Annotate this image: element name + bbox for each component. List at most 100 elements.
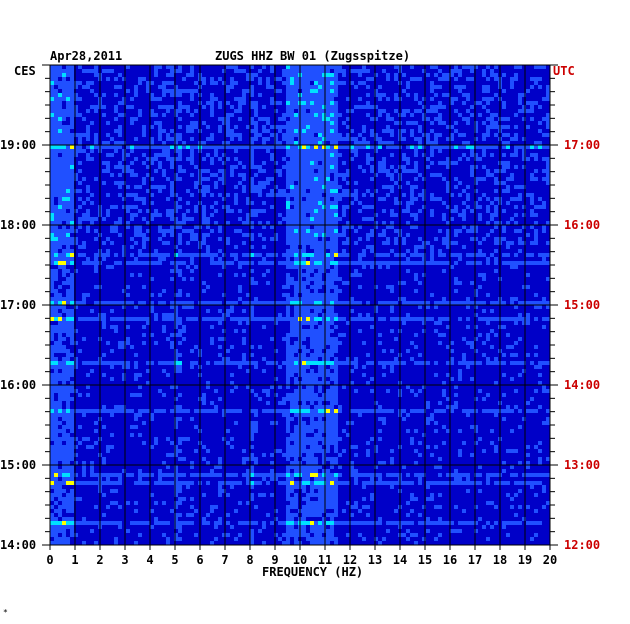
spectrogram-cell xyxy=(350,261,354,265)
spectrogram-cell xyxy=(218,145,222,149)
spectrogram-cell xyxy=(286,337,290,341)
spectrogram-cell xyxy=(286,409,290,413)
spectrogram-cell xyxy=(386,185,390,189)
spectrogram-cell xyxy=(306,241,310,245)
spectrogram-cell xyxy=(314,321,318,325)
spectrogram-cell xyxy=(382,93,386,97)
spectrogram-cell xyxy=(302,157,306,161)
spectrogram-cell xyxy=(538,189,542,193)
spectrogram-cell xyxy=(490,69,494,73)
spectrogram-cell xyxy=(446,229,450,233)
spectrogram-cell xyxy=(330,413,334,417)
spectrogram-cell xyxy=(210,229,214,233)
spectrogram-cell xyxy=(134,117,138,121)
spectrogram-cell xyxy=(166,121,170,125)
spectrogram-cell xyxy=(114,261,118,265)
spectrogram-cell xyxy=(470,113,474,117)
spectrogram-cell xyxy=(534,385,538,389)
spectrogram-cell xyxy=(130,253,134,257)
spectrogram-cell xyxy=(418,89,422,93)
spectrogram-cell xyxy=(118,181,122,185)
spectrogram-cell xyxy=(314,89,318,93)
spectrogram-cell xyxy=(530,209,534,213)
spectrogram-cell xyxy=(258,77,262,81)
spectrogram-cell xyxy=(486,89,490,93)
spectrogram-cell xyxy=(322,217,326,221)
spectrogram-cell xyxy=(102,241,106,245)
spectrogram-cell xyxy=(122,189,126,193)
spectrogram-cell xyxy=(314,97,318,101)
spectrogram-cell xyxy=(194,225,198,229)
spectrogram-cell xyxy=(274,69,278,73)
spectrogram-cell xyxy=(318,309,322,313)
spectrogram-cell xyxy=(102,145,106,149)
spectrogram-cell xyxy=(114,109,118,113)
spectrogram-cell xyxy=(302,305,306,309)
spectrogram-cell xyxy=(418,193,422,197)
spectrogram-cell xyxy=(158,145,162,149)
spectrogram-cell xyxy=(182,89,186,93)
spectrogram-cell xyxy=(274,189,278,193)
spectrogram-cell xyxy=(294,149,298,153)
spectrogram-cell xyxy=(78,233,82,237)
spectrogram-cell xyxy=(338,185,342,189)
spectrogram-cell xyxy=(166,137,170,141)
spectrogram-cell xyxy=(294,361,298,365)
spectrogram-cell xyxy=(250,437,254,441)
spectrogram-cell xyxy=(362,249,366,253)
spectrogram-cell xyxy=(62,181,66,185)
spectrogram-cell xyxy=(494,205,498,209)
spectrogram-cell xyxy=(434,329,438,333)
spectrogram-cell xyxy=(238,297,242,301)
spectrogram-cell xyxy=(234,221,238,225)
spectrogram-cell xyxy=(414,153,418,157)
spectrogram-cell xyxy=(58,85,62,89)
spectrogram-cell xyxy=(50,361,54,365)
spectrogram-cell xyxy=(330,173,334,177)
spectrogram-cell xyxy=(178,329,182,333)
spectrogram-cell xyxy=(534,365,538,369)
spectrogram-cell xyxy=(150,93,154,97)
spectrogram-cell xyxy=(250,213,254,217)
spectrogram-cell xyxy=(90,105,94,109)
spectrogram-cell xyxy=(442,125,446,129)
spectrogram-cell xyxy=(466,193,470,197)
spectrogram-cell xyxy=(418,245,422,249)
spectrogram-cell xyxy=(434,409,438,413)
spectrogram-cell xyxy=(410,201,414,205)
spectrogram-cell xyxy=(54,133,58,137)
spectrogram-cell xyxy=(302,373,306,377)
spectrogram-cell xyxy=(82,177,86,181)
spectrogram-cell xyxy=(326,373,330,377)
spectrogram-cell xyxy=(274,169,278,173)
spectrogram-cell xyxy=(162,393,166,397)
spectrogram-cell xyxy=(306,73,310,77)
spectrogram-cell xyxy=(326,349,330,353)
spectrogram-cell xyxy=(266,389,270,393)
spectrogram-cell xyxy=(102,317,106,321)
spectrogram-cell xyxy=(138,189,142,193)
spectrogram-cell xyxy=(402,113,406,117)
spectrogram-cell xyxy=(82,409,86,413)
spectrogram-cell xyxy=(478,409,482,413)
spectrogram-cell xyxy=(294,81,298,85)
spectrogram-cell xyxy=(282,69,286,73)
spectrogram-cell xyxy=(366,377,370,381)
spectrogram-cell xyxy=(106,69,110,73)
spectrogram-cell xyxy=(210,285,214,289)
spectrogram-cell xyxy=(366,189,370,193)
spectrogram-cell xyxy=(470,361,474,365)
spectrogram-cell xyxy=(418,321,422,325)
spectrogram-cell xyxy=(170,233,174,237)
spectrogram-cell xyxy=(482,153,486,157)
spectrogram-cell xyxy=(254,73,258,77)
spectrogram-cell xyxy=(266,253,270,257)
spectrogram-cell xyxy=(274,301,278,305)
spectrogram-cell xyxy=(178,353,182,357)
spectrogram-cell xyxy=(222,173,226,177)
spectrogram-cell xyxy=(534,201,538,205)
spectrogram-cell xyxy=(302,93,306,97)
spectrogram-cell xyxy=(478,145,482,149)
spectrogram-cell xyxy=(322,85,326,89)
spectrogram-cell xyxy=(474,229,478,233)
